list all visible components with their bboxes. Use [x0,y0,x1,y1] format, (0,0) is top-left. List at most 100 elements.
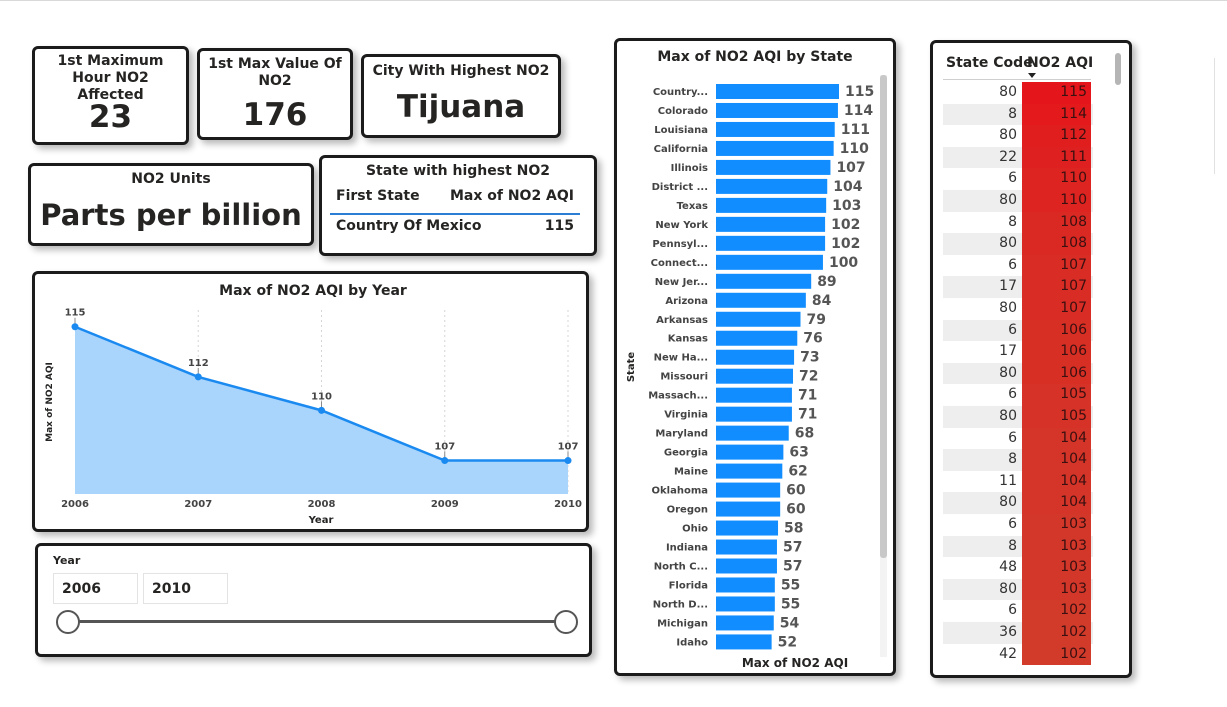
data-label: 60 [786,483,806,499]
cell-no2-aqi: 106 [1022,362,1091,385]
chart-scrollbar-thumb[interactable] [880,75,887,558]
data-label: 79 [806,312,825,328]
table-row[interactable]: 80 104 [943,492,1093,514]
kpi-title: NO2 Units [131,171,211,187]
table-row[interactable]: 17 106 [943,341,1093,363]
cell-no2-aqi: 110 [1022,190,1091,212]
table-row[interactable]: 80 103 [943,578,1093,601]
category-label: Florida [669,580,708,591]
code-table-card: State Code NO2 AQI 80 115 8 114 80 112 22 111 6 1… [930,40,1132,678]
table-row[interactable]: 48 103 [943,557,1093,579]
header-divider [330,213,580,215]
start-year-input[interactable]: 2006 [53,573,138,604]
data-label: 107 [434,442,455,453]
slider-track[interactable] [68,620,568,623]
data-label: 71 [798,407,817,423]
bar [716,235,826,251]
category-label: Virginia [664,410,708,421]
category-label: Kansas [668,334,708,345]
table-row[interactable]: 8 104 [943,449,1093,471]
category-label: Oklahoma [652,486,708,497]
table-row[interactable]: 80 108 [943,233,1093,255]
column-header-first-state[interactable]: First State [336,188,420,204]
table-row[interactable]: 80 107 [943,298,1093,320]
x-tick-label: 2010 [554,499,582,510]
data-label: 57 [783,559,802,575]
state-highest-table: State with highest NO2 First State Max o… [319,155,597,256]
data-label: 54 [780,615,800,631]
sort-desc-icon[interactable] [1028,73,1036,78]
cell-state-code: 8 [1008,105,1017,122]
bar [716,444,784,460]
table-row[interactable]: 80 112 [943,125,1093,147]
category-label: Massach... [648,391,708,402]
table-row[interactable]: 6 104 [943,427,1093,450]
kpi-value: Tijuana [396,89,526,125]
slicer-label: Year [53,554,81,567]
bar [716,311,801,327]
table-row[interactable]: 17 107 [943,276,1093,298]
table-row[interactable]: 80 105 [943,406,1093,428]
slider-start-handle[interactable] [56,610,80,634]
data-label: 104 [833,179,862,195]
table-row[interactable]: 80 115 [943,82,1093,104]
bar [716,349,795,365]
cell-no2-aqi: 107 [1022,254,1091,277]
table-row[interactable]: 8 108 [943,211,1093,234]
table-row[interactable]: 42 102 [943,643,1093,666]
kpi-value: 23 [88,99,133,135]
category-label: Texas [677,201,708,212]
table-row[interactable]: 36 102 [943,622,1093,644]
cell-state-code: 36 [999,624,1017,640]
cell-state-code: 6 [1008,170,1017,187]
table-row[interactable]: 11 104 [943,470,1093,493]
bar [716,273,812,289]
kpi-title: 1st Maximum Hour NO2 Affected [57,53,164,103]
data-label: 89 [817,274,836,290]
category-label: Michigan [657,618,708,629]
category-label: Maine [674,467,708,478]
cell-state-code: 42 [999,645,1017,662]
cell-no2-aqi: 110 [1022,168,1091,190]
table-scrollbar-thumb[interactable] [1115,53,1121,85]
table-row[interactable]: 6 106 [943,319,1093,342]
table-row[interactable]: 8 114 [943,103,1093,126]
cell-state-code: 80 [999,408,1017,424]
x-axis-label: Year [308,515,334,526]
cell-state-code: 6 [1008,321,1017,338]
end-year-input[interactable]: 2010 [143,573,228,604]
cell-no2-aqi: 111 [1022,146,1091,169]
cell-state-code: 8 [1008,213,1017,230]
category-label: New Ha... [654,353,708,364]
cell-state-code: 11 [999,472,1017,489]
column-header-max-aqi[interactable]: Max of NO2 AQI [449,188,574,204]
bar [716,577,775,593]
table-row[interactable]: 6 103 [943,514,1093,536]
cell-state-code: 80 [999,235,1017,252]
data-label: 68 [795,426,814,442]
slider-end-handle[interactable] [554,610,578,634]
table-row[interactable]: 6 110 [943,168,1093,190]
table-row[interactable]: 80 106 [943,362,1093,385]
table-row[interactable]: 6 102 [943,600,1093,622]
column-header-no2-aqi[interactable]: NO2 AQI [1027,55,1094,71]
table-row[interactable]: 6 105 [943,384,1093,406]
column-header-state-code[interactable]: State Code [946,55,1033,71]
table-row[interactable]: 6 107 [943,254,1093,277]
state-bar-chart: Max of NO2 AQI by State State Max of NO2 A… [626,49,874,670]
cell-no2-aqi: 102 [1022,600,1091,622]
cell-no2-aqi: 104 [1022,470,1091,493]
table-row[interactable]: 22 111 [943,146,1093,169]
cell-state-code: 80 [999,364,1017,381]
data-label: 55 [781,596,800,612]
bar [716,406,792,422]
data-label: 100 [829,255,858,271]
data-label: 76 [803,331,822,347]
category-label: North C... [654,562,708,573]
cell-state-code: 80 [999,127,1017,144]
bar [716,159,831,175]
table-row[interactable]: 80 110 [943,190,1093,212]
category-label: Connect... [651,258,708,269]
table-row[interactable]: 8 103 [943,535,1093,558]
x-tick-label: 2009 [431,499,459,510]
